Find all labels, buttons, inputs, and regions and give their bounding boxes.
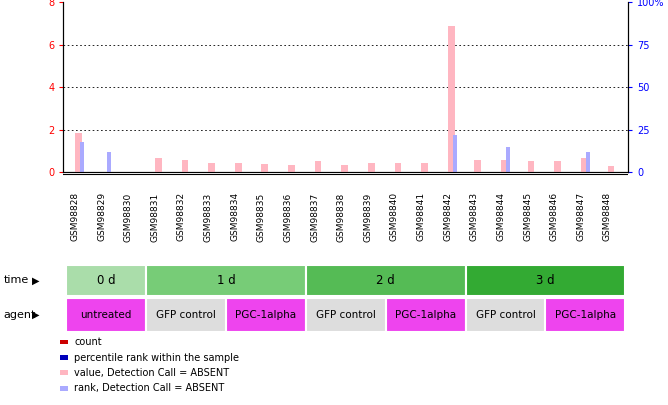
Text: GSM98832: GSM98832: [177, 192, 186, 241]
Bar: [288, 165, 295, 172]
Text: PGC-1alpha: PGC-1alpha: [554, 310, 616, 320]
Bar: [75, 133, 81, 172]
Text: GSM98844: GSM98844: [496, 192, 506, 241]
Bar: [155, 158, 162, 172]
Text: GSM98837: GSM98837: [310, 192, 319, 241]
Text: ▶: ▶: [32, 275, 39, 286]
Bar: [554, 162, 561, 172]
Bar: [368, 163, 375, 172]
Bar: [501, 160, 508, 172]
Bar: [422, 163, 428, 172]
Bar: [466, 298, 545, 332]
Text: count: count: [74, 337, 102, 347]
Bar: [182, 160, 188, 172]
Text: GSM98828: GSM98828: [70, 192, 79, 241]
Text: GSM98843: GSM98843: [470, 192, 479, 241]
Text: GSM98842: GSM98842: [443, 192, 452, 241]
Text: GSM98835: GSM98835: [257, 192, 266, 241]
Text: GSM98846: GSM98846: [550, 192, 558, 241]
Text: 3 d: 3 d: [536, 274, 554, 287]
Bar: [226, 298, 306, 332]
Bar: [545, 298, 625, 332]
Text: GSM98840: GSM98840: [390, 192, 399, 241]
Text: GSM98834: GSM98834: [230, 192, 239, 241]
Text: 1 d: 1 d: [216, 274, 235, 287]
Text: GSM98848: GSM98848: [603, 192, 612, 241]
Text: GSM98847: GSM98847: [576, 192, 585, 241]
Text: rank, Detection Call = ABSENT: rank, Detection Call = ABSENT: [74, 384, 224, 393]
Text: GFP control: GFP control: [476, 310, 535, 320]
Bar: [474, 160, 481, 172]
Text: GSM98830: GSM98830: [124, 192, 133, 241]
Bar: [146, 298, 226, 332]
Bar: [453, 135, 457, 172]
Bar: [395, 163, 401, 172]
Bar: [466, 265, 625, 296]
Text: time: time: [3, 275, 29, 286]
Text: GSM98829: GSM98829: [97, 192, 106, 241]
Text: value, Detection Call = ABSENT: value, Detection Call = ABSENT: [74, 368, 229, 378]
Bar: [66, 265, 146, 296]
Text: 2 d: 2 d: [376, 274, 395, 287]
Text: GSM98839: GSM98839: [363, 192, 372, 241]
Bar: [261, 164, 268, 172]
Bar: [448, 26, 454, 172]
Text: GSM98833: GSM98833: [204, 192, 212, 241]
Text: agent: agent: [3, 310, 35, 320]
Bar: [107, 152, 111, 172]
Text: ▶: ▶: [32, 310, 39, 320]
Bar: [385, 298, 466, 332]
Text: PGC-1alpha: PGC-1alpha: [395, 310, 456, 320]
Text: GSM98831: GSM98831: [150, 192, 159, 241]
Bar: [80, 141, 84, 172]
Text: GSM98841: GSM98841: [417, 192, 426, 241]
Bar: [506, 147, 510, 172]
Bar: [581, 158, 588, 172]
Text: GSM98838: GSM98838: [337, 192, 346, 241]
Bar: [315, 162, 321, 172]
Bar: [208, 162, 215, 172]
Bar: [528, 162, 534, 172]
Bar: [66, 298, 146, 332]
Text: untreated: untreated: [80, 310, 132, 320]
Bar: [306, 265, 466, 296]
Bar: [306, 298, 385, 332]
Text: percentile rank within the sample: percentile rank within the sample: [74, 353, 239, 362]
Bar: [608, 166, 615, 172]
Bar: [235, 162, 242, 172]
Text: GFP control: GFP control: [156, 310, 216, 320]
Bar: [586, 152, 590, 172]
Text: GFP control: GFP control: [316, 310, 375, 320]
Text: GSM98845: GSM98845: [523, 192, 532, 241]
Bar: [341, 165, 348, 172]
Text: GSM98836: GSM98836: [283, 192, 293, 241]
Text: 0 d: 0 d: [97, 274, 116, 287]
Text: PGC-1alpha: PGC-1alpha: [235, 310, 297, 320]
Bar: [146, 265, 306, 296]
